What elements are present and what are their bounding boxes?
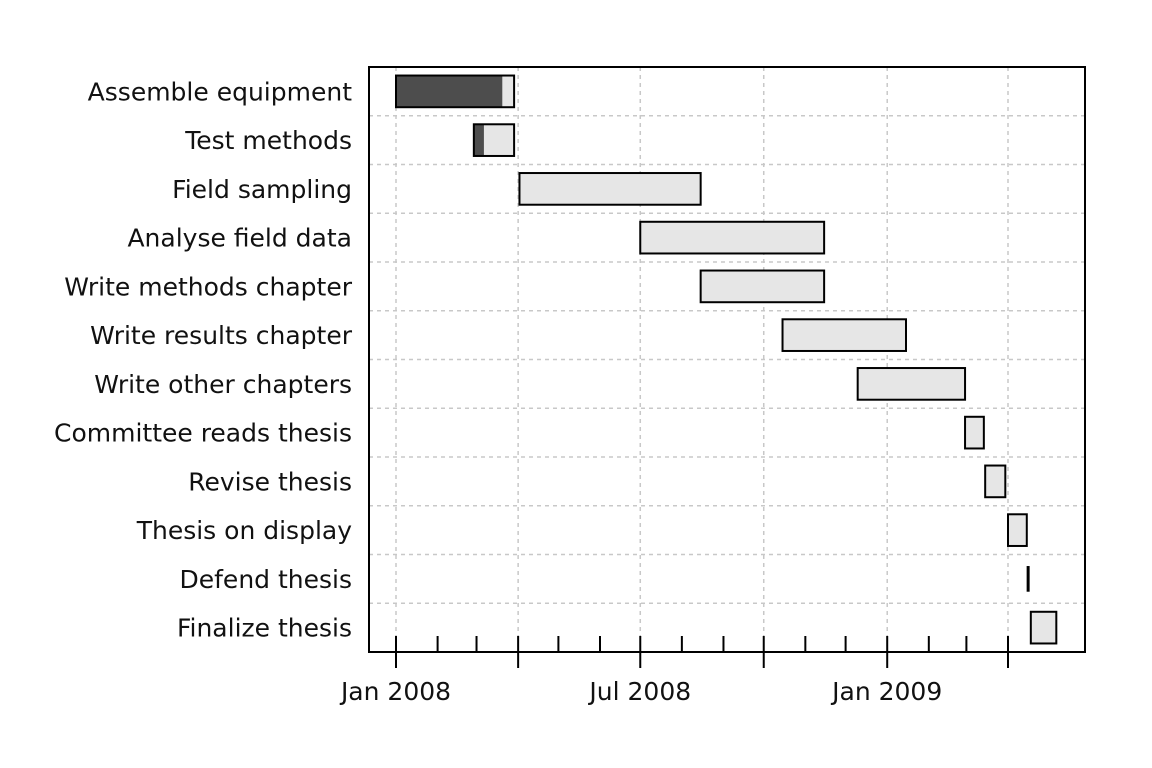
task-bar-outline — [518, 172, 702, 206]
task-bar-outline — [856, 367, 967, 401]
task-bar-write-methods-chapter — [699, 269, 826, 304]
task-bar-analyse-field-data — [639, 220, 826, 255]
task-bar-fill — [640, 221, 825, 254]
task-progress-fill — [473, 124, 484, 156]
task-bar-outline — [984, 464, 1007, 499]
task-label-thesis-on-display: Thesis on display — [136, 516, 353, 545]
task-bar-outline — [699, 269, 826, 304]
task-label-test-methods: Test methods — [184, 126, 352, 155]
task-bar-fill — [1030, 611, 1057, 644]
x-tick-label-jan-2008: Jan 2008 — [339, 677, 451, 706]
task-bar-assemble-equipment — [395, 74, 516, 109]
task-label-field-sampling: Field sampling — [172, 175, 352, 204]
task-bar-field-sampling — [518, 172, 702, 206]
task-bar-fill — [985, 465, 1006, 498]
task-bar-outline — [781, 318, 907, 352]
plot-frame — [368, 66, 1086, 653]
task-bar-outline — [1029, 610, 1058, 645]
task-bar-write-results-chapter — [781, 318, 907, 352]
x-tick-label-jul-2008: Jul 2008 — [587, 677, 691, 706]
task-label-revise-thesis: Revise thesis — [188, 467, 352, 496]
task-label-analyse-field-data: Analyse field data — [127, 224, 352, 253]
task-label-defend-thesis: Defend thesis — [180, 565, 353, 594]
task-labels: Assemble equipment Test methods Field samp… — [54, 77, 353, 642]
task-bar-fill — [519, 173, 701, 205]
x-axis-ticks — [395, 636, 1009, 668]
task-label-write-methods-chapter: Write methods chapter — [64, 272, 352, 301]
task-bar-fill — [1008, 514, 1027, 546]
task-bar-committee-reads-thesis — [964, 415, 985, 450]
task-bar-outline — [1007, 513, 1028, 547]
task-bar-outline — [472, 123, 516, 157]
task-progress-fill — [396, 75, 503, 108]
task-label-write-other-chapters: Write other chapters — [94, 370, 352, 399]
task-bar-fill — [965, 416, 984, 449]
task-bar-fill — [700, 270, 825, 303]
task-label-write-results-chapter: Write results chapter — [90, 321, 353, 350]
task-bar-thesis-on-display — [1007, 513, 1028, 547]
grid-lines — [369, 67, 1085, 652]
task-bar-fill — [857, 368, 966, 400]
task-label-assemble-equipment: Assemble equipment — [88, 77, 353, 106]
task-label-finalize-thesis: Finalize thesis — [177, 614, 352, 643]
x-axis-tick-labels: Jan 2008 Jul 2008 Jan 2009 — [339, 677, 942, 706]
task-bar-outline — [395, 74, 516, 109]
task-bar-outline — [964, 415, 985, 450]
task-bar-write-other-chapters — [856, 367, 967, 401]
task-bar-outline — [639, 220, 826, 255]
task-bar-test-methods — [472, 123, 516, 157]
task-bars — [395, 74, 1058, 645]
task-bar-fill — [782, 319, 906, 351]
x-tick-label-jan-2009: Jan 2009 — [830, 677, 942, 706]
task-bar-finalize-thesis — [1029, 610, 1058, 645]
task-bar-revise-thesis — [984, 464, 1007, 499]
task-label-committee-reads-thesis: Committee reads thesis — [54, 419, 352, 448]
